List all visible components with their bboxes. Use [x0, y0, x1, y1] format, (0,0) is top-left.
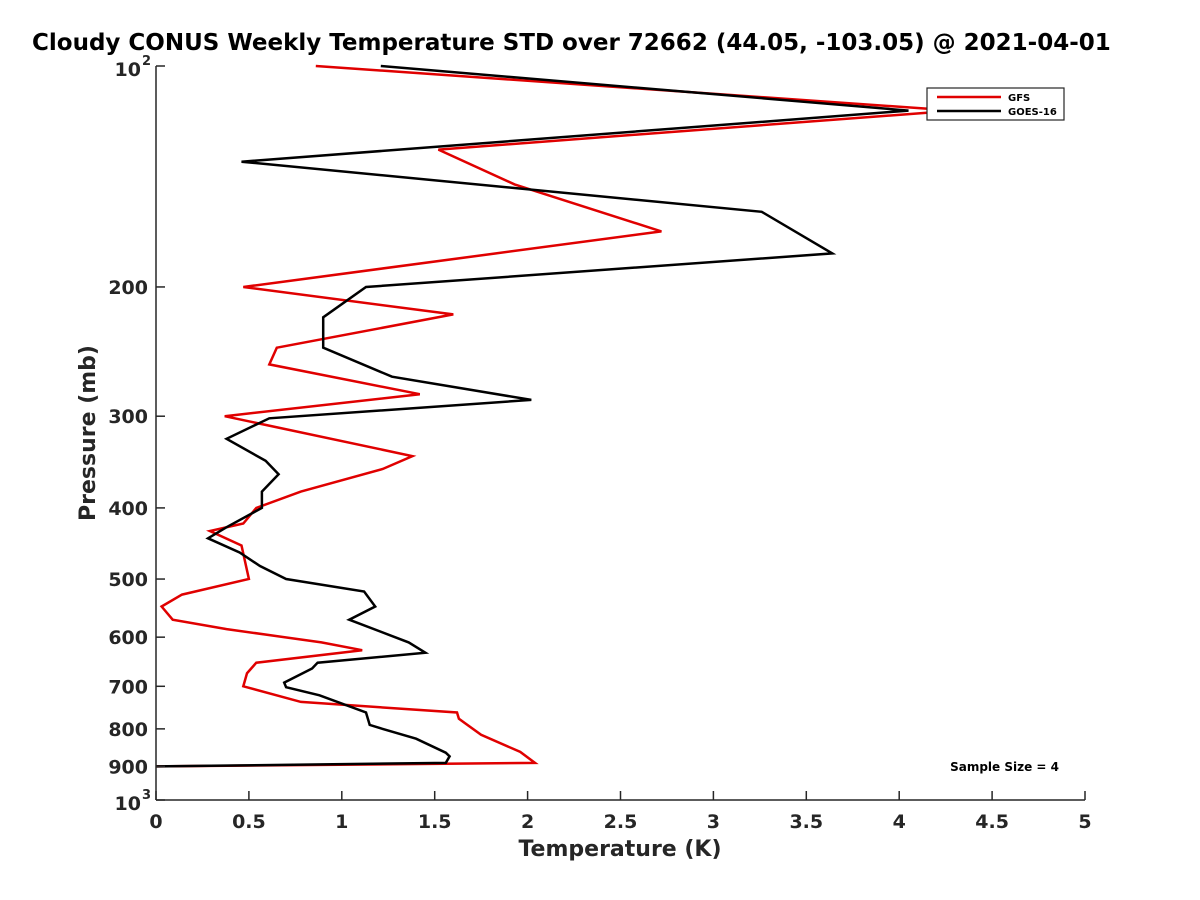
y-tick-label: 10: [115, 793, 141, 815]
y-tick-label: 500: [108, 569, 148, 591]
legend-box: [926, 87, 1065, 121]
y-tick-label: 200: [108, 277, 148, 299]
x-tick-label: 1: [335, 811, 348, 833]
x-tick-label: 1.5: [418, 811, 452, 833]
legend-label: GOES-16: [1008, 107, 1057, 118]
y-tick-label: 10: [115, 59, 141, 81]
legend: GFS GOES-16: [926, 87, 1065, 121]
x-tick-label: 0: [149, 811, 162, 833]
series-line-gfs: [155, 64, 955, 768]
x-tick-label: 2: [521, 811, 534, 833]
x-tick-label: 2.5: [604, 811, 638, 833]
series-line-goes-16: [155, 64, 909, 768]
y-axis-label: Pressure (mb): [76, 345, 101, 521]
x-tick-label: 3: [707, 811, 720, 833]
y-tick-label-exponent: 2: [142, 54, 151, 69]
y-tick-label: 600: [108, 627, 148, 649]
y-tick-label-exponent: 3: [142, 788, 151, 803]
sample-size-annotation: Sample Size = 4: [950, 760, 1059, 774]
x-tick-label: 5: [1078, 811, 1091, 833]
x-tick-label: 0.5: [232, 811, 266, 833]
axes: 0 0.5 1 1.5 2 2.5 3 3.5 4 4.5 510 22003004005006007…: [108, 54, 1091, 833]
y-tick-label: 400: [108, 498, 148, 520]
x-tick-label: 4.5: [975, 811, 1009, 833]
chart-title: Cloudy CONUS Weekly Temperature STD over…: [32, 30, 1111, 56]
legend-label: GFS: [1008, 93, 1030, 104]
x-tick-label: 4: [893, 811, 906, 833]
y-tick-label: 700: [108, 676, 148, 698]
x-tick-label: 3.5: [789, 811, 823, 833]
y-tick-label: 800: [108, 719, 148, 741]
plot-area: [155, 64, 955, 768]
y-tick-label: 300: [108, 406, 148, 428]
x-axis-label: Temperature (K): [518, 837, 721, 862]
y-tick-label: 900: [108, 756, 148, 778]
